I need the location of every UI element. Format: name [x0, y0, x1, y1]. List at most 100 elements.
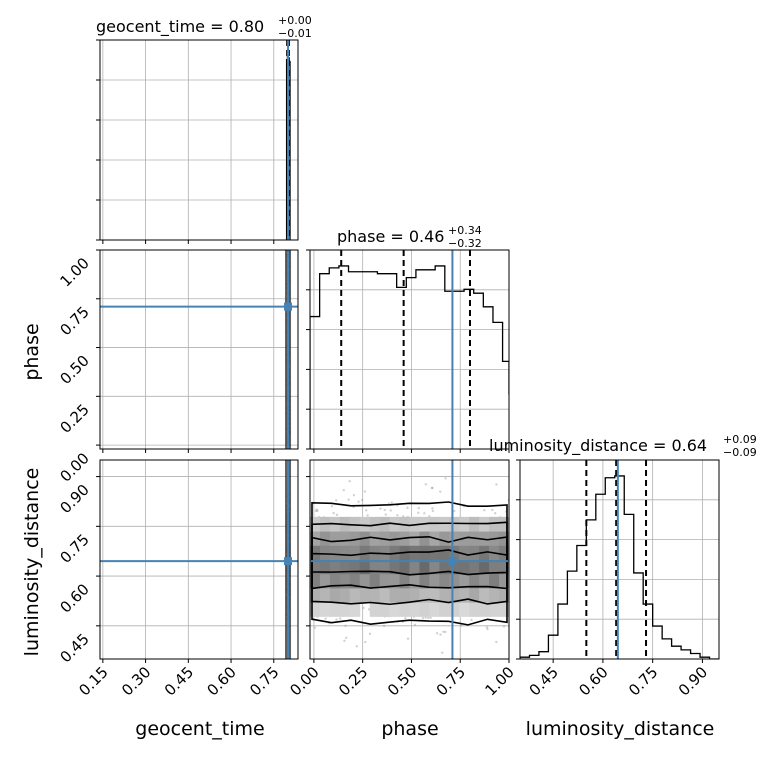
density-cell [419, 531, 430, 546]
title-luminosity-distance-plus: +0.09 [723, 433, 757, 446]
scatter-point [335, 513, 339, 516]
density-cell [499, 573, 509, 589]
density-cell [459, 559, 470, 575]
density-cell [439, 531, 450, 546]
density-cell [439, 587, 450, 603]
scatter-point [344, 624, 347, 628]
density-cell [429, 573, 440, 589]
density-cell [389, 573, 401, 589]
scatter-point [439, 490, 442, 493]
scatter-point [424, 616, 427, 619]
density-cell [419, 573, 430, 589]
x-tick-label: 0.75 [246, 663, 282, 699]
density-cell [349, 545, 361, 560]
density-cell [449, 587, 460, 603]
scatter-point [352, 493, 356, 497]
x-tick-label: 0.75 [433, 663, 469, 699]
density-cell [409, 587, 420, 603]
density-cell [429, 516, 440, 532]
density-cell [359, 573, 371, 589]
axes-frame-luminosity_distance-luminosity_distance [519, 459, 720, 660]
scatter-point [404, 616, 407, 620]
scatter-point [344, 636, 348, 640]
density-cell [419, 559, 430, 575]
y-tick-label: 0.75 [56, 303, 92, 339]
density-cell [389, 531, 401, 546]
density-cell [429, 545, 440, 560]
scatter-point [417, 511, 420, 514]
density-cell [459, 573, 470, 589]
density-cell [399, 602, 410, 617]
title-phase-plus: +0.34 [448, 224, 482, 237]
density-cell [459, 602, 470, 617]
density-phase-vs-geocent_time [100, 250, 298, 449]
density-cell [329, 602, 341, 617]
density-cell [469, 573, 480, 589]
scatter-point [444, 630, 447, 634]
histogram-phase [310, 250, 509, 449]
y-tick-label: 0.45 [56, 630, 92, 666]
density-cell [499, 531, 509, 546]
density-cell [379, 587, 391, 603]
y-tick-label: 1.00 [56, 254, 92, 290]
density-cell [449, 516, 460, 532]
density-cell [389, 559, 401, 575]
density-cell [499, 545, 509, 560]
scatter-point [406, 637, 410, 640]
density-cell [359, 516, 371, 532]
scatter-point [441, 651, 444, 654]
density-cell [339, 587, 351, 603]
title-geocent-time-minus: −0.01 [278, 27, 312, 40]
density-cell [339, 573, 351, 589]
density-cell [349, 573, 361, 589]
density-cell [489, 602, 500, 617]
density-cell [339, 531, 351, 546]
density-cell [349, 587, 361, 603]
density-cell [439, 545, 450, 560]
grid-luminosity_distance-geocent_time [100, 460, 298, 659]
axes-frame-luminosity_distance-phase [309, 459, 510, 660]
scatter-point [365, 509, 368, 512]
y-tick-label: 0.50 [56, 352, 92, 388]
x-tick-label: 0.00 [286, 663, 322, 699]
scatter-point [439, 633, 442, 636]
density-cell [339, 602, 351, 617]
x-tick-label: 0.60 [204, 663, 240, 699]
scatter-point [421, 616, 425, 620]
scatter-point [495, 640, 498, 644]
density-cell [439, 573, 450, 589]
x-tick-label: 0.50 [384, 663, 420, 699]
scatter-point [316, 509, 319, 513]
xlabel-geocent-time: geocent_time [135, 718, 264, 740]
density-cell [489, 516, 500, 532]
scatter-point [315, 508, 319, 511]
scatter-point [382, 624, 386, 628]
scatter-point [347, 498, 350, 501]
density-cell [369, 602, 381, 617]
scatter-point [348, 479, 351, 483]
axes-frame-phase-phase [309, 249, 510, 450]
scatter-point [363, 490, 367, 493]
density-cell [449, 573, 460, 589]
density-cell [379, 559, 391, 575]
density-cell [310, 602, 321, 617]
ylabel-luminosity-distance: luminosity_distance [21, 468, 43, 657]
scatter-point [357, 500, 360, 503]
density-cell [439, 516, 450, 532]
density-cell [429, 559, 440, 575]
density-cell [409, 573, 420, 589]
density-cell [389, 545, 401, 560]
x-tick-label: 0.60 [575, 663, 611, 699]
scatter-point [427, 616, 430, 619]
density-cell [499, 587, 509, 603]
x-tick-label: 0.75 [625, 663, 661, 699]
hist-step-line [520, 475, 719, 659]
density-cell [419, 587, 430, 603]
scatter-point [483, 509, 486, 512]
density-cell [469, 545, 480, 560]
density-cell [489, 573, 500, 589]
density-cell [459, 587, 470, 603]
density-cell [469, 587, 480, 603]
title-phase-minus: −0.32 [448, 237, 482, 250]
density-cell [459, 545, 470, 560]
